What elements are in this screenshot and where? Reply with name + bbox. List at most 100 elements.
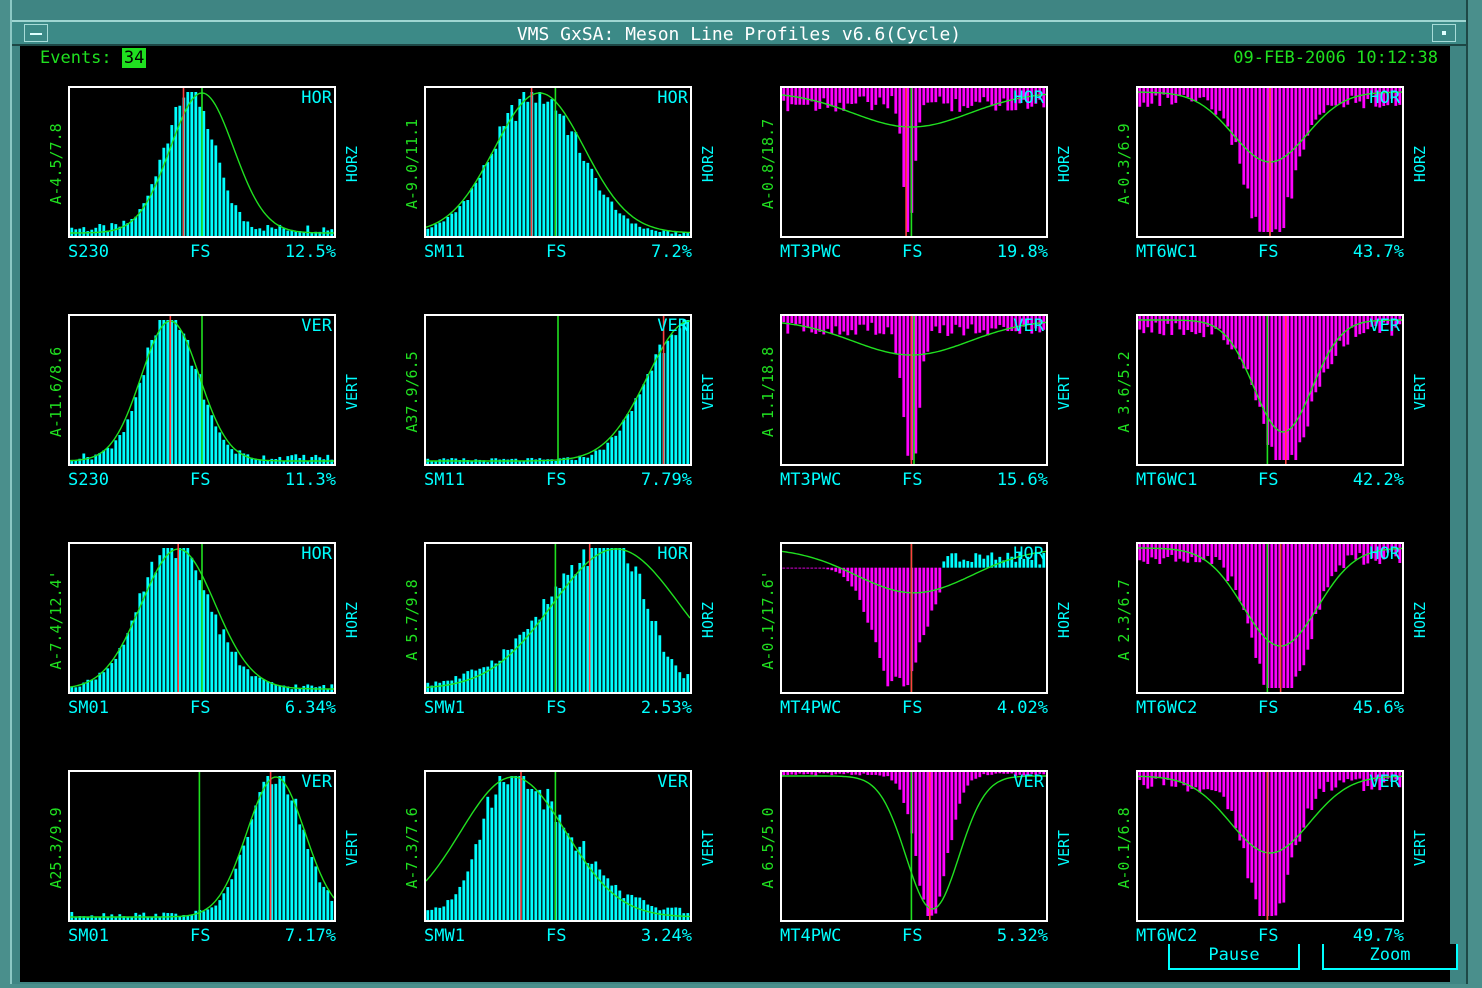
profile-bar: [1198, 88, 1202, 98]
profile-panel[interactable]: HOR A-7.4/12.4' HORZ SM01 FS 6.34%: [40, 542, 380, 752]
chamber-name: SM01: [68, 926, 109, 946]
profile-bar: [862, 316, 866, 325]
profile-bar: [998, 316, 1002, 325]
profile-panel[interactable]: HOR A 5.7/9.8 HORZ SMW1 FS 2.53%: [396, 542, 736, 752]
profile-bar: [1398, 772, 1402, 788]
profile-bar: [214, 426, 218, 464]
profile-panel[interactable]: VER A25.3/9.9 VERT SM01 FS 7.17%: [40, 770, 380, 980]
mode-label: FS: [546, 926, 567, 946]
events-counter: Events: 34: [40, 48, 147, 68]
profile-bar: [250, 226, 254, 236]
profile-panel[interactable]: VER A-0.1/6.8 VERT MT6WC2 FS 49.7%: [1108, 770, 1448, 980]
profile-bar: [1342, 88, 1346, 108]
profile-bar: [666, 340, 670, 464]
profile-bar: [262, 679, 266, 692]
profile-bar: [590, 454, 594, 464]
events-value: 34: [121, 48, 147, 68]
profile-bar: [74, 916, 78, 920]
maximize-button[interactable]: [1432, 24, 1456, 42]
chamber-name: SM01: [68, 698, 109, 718]
profile-bar: [186, 915, 190, 920]
profile-bar: [586, 457, 590, 464]
profile-bar: [1318, 316, 1322, 387]
profile-bar: [1354, 316, 1358, 337]
profile-panel[interactable]: HOR A-4.5/7.8 HORZ S230 FS 12.5%: [40, 86, 380, 296]
profile-bar: [1302, 316, 1306, 438]
profile-bar: [430, 685, 434, 692]
zoom-button[interactable]: Zoom: [1322, 944, 1458, 970]
profile-bar: [522, 631, 526, 692]
profile-bar: [474, 844, 478, 920]
window-menu-button[interactable]: [24, 24, 48, 42]
profile-bar: [322, 227, 326, 236]
profile-bar: [266, 225, 270, 236]
profile-bar: [994, 559, 998, 568]
profile-bar: [170, 320, 174, 464]
profile-panel[interactable]: VER A 6.5/5.0 VERT MT4PWC FS 5.32%: [752, 770, 1092, 980]
profile-bar: [1246, 772, 1250, 879]
profile-bar: [982, 316, 986, 331]
profile-bar: [934, 567, 938, 605]
profile-bar: [1206, 88, 1210, 101]
title-bar[interactable]: VMS GxSA: Meson Line Profiles v6.6(Cycle…: [12, 20, 1466, 46]
axis-orientation-label: VERT: [1055, 829, 1073, 867]
profile-panel[interactable]: VER A 1.1/18.8 VERT MT3PWC FS 15.6%: [752, 314, 1092, 524]
profile-bar: [610, 201, 614, 236]
profile-panel[interactable]: HOR A 2.3/6.7 HORZ MT6WC2 FS 45.6%: [1108, 542, 1448, 752]
profile-bar: [178, 329, 182, 464]
profile-bar: [538, 619, 542, 692]
profile-bar: [966, 772, 970, 786]
display-area: Events: 34 09-FEB-2006 10:12:38 HOR A-4.5…: [20, 46, 1458, 982]
profile-bar: [1198, 772, 1202, 793]
mode-label: FS: [902, 242, 923, 262]
profile-bar: [158, 159, 162, 236]
profile-bar: [850, 88, 854, 104]
profile-bar: [218, 162, 222, 236]
fit-parameters-label: A-0.1/17.6': [759, 570, 777, 670]
profile-bar: [230, 651, 234, 692]
profile-bar: [906, 88, 910, 232]
profile-bar: [546, 788, 550, 920]
profile-bar: [1314, 316, 1318, 393]
profile-bar: [1146, 772, 1150, 789]
profile-bar: [230, 879, 234, 920]
profile-bar: [870, 567, 874, 630]
profile-panel[interactable]: VER A-11.6/8.6 VERT S230 FS 11.3%: [40, 314, 380, 524]
pause-button[interactable]: Pause: [1168, 944, 1300, 970]
profile-bar: [290, 229, 294, 236]
profile-panel[interactable]: HOR A-0.3/6.9 HORZ MT6WC1 FS 43.7%: [1108, 86, 1448, 296]
profile-bar: [814, 772, 818, 776]
profile-bar: [1010, 316, 1014, 331]
mode-label: FS: [1258, 926, 1279, 946]
profile-panel[interactable]: HOR A-9.0/11.1 HORZ SM11 FS 7.2%: [396, 86, 736, 296]
percent-value: 43.7%: [1352, 242, 1404, 262]
profile-bar: [90, 679, 94, 692]
profile-plot: VER: [1136, 770, 1404, 922]
profile-bar: [258, 677, 262, 692]
profile-bar: [278, 685, 282, 692]
profile-bar: [946, 556, 950, 568]
profile-bar: [1266, 88, 1270, 232]
profile-bar: [846, 316, 850, 336]
profile-bar: [1278, 316, 1282, 460]
profile-panel[interactable]: VER A 3.6/5.2 VERT MT6WC1 FS 42.2%: [1108, 314, 1448, 524]
profile-bar: [1358, 544, 1362, 553]
profile-bar: [682, 320, 686, 464]
profile-bar: [110, 663, 114, 692]
chamber-name: S230: [68, 470, 109, 490]
profile-panel[interactable]: VER A-7.3/7.6 VERT SMW1 FS 3.24%: [396, 770, 736, 980]
profile-bar: [1018, 551, 1022, 568]
profile-bar: [462, 880, 466, 920]
profile-panel[interactable]: HOR A-0.8/18.7 HORZ MT3PWC FS 19.8%: [752, 86, 1092, 296]
profile-bar: [1302, 772, 1306, 828]
profile-bar: [450, 213, 454, 236]
profile-bar: [1310, 316, 1314, 402]
profile-bar: [918, 88, 922, 123]
profile-bar: [290, 800, 294, 920]
profile-bar: [954, 316, 958, 325]
profile-plot: VER: [68, 770, 336, 922]
profile-panel[interactable]: VER A37.9/6.5 VERT SM11 FS 7.79%: [396, 314, 736, 524]
profile-panel[interactable]: HOR A-0.1/17.6' HORZ MT4PWC FS 4.02%: [752, 542, 1092, 752]
profile-bar: [1378, 772, 1382, 791]
profile-bar: [802, 88, 806, 105]
